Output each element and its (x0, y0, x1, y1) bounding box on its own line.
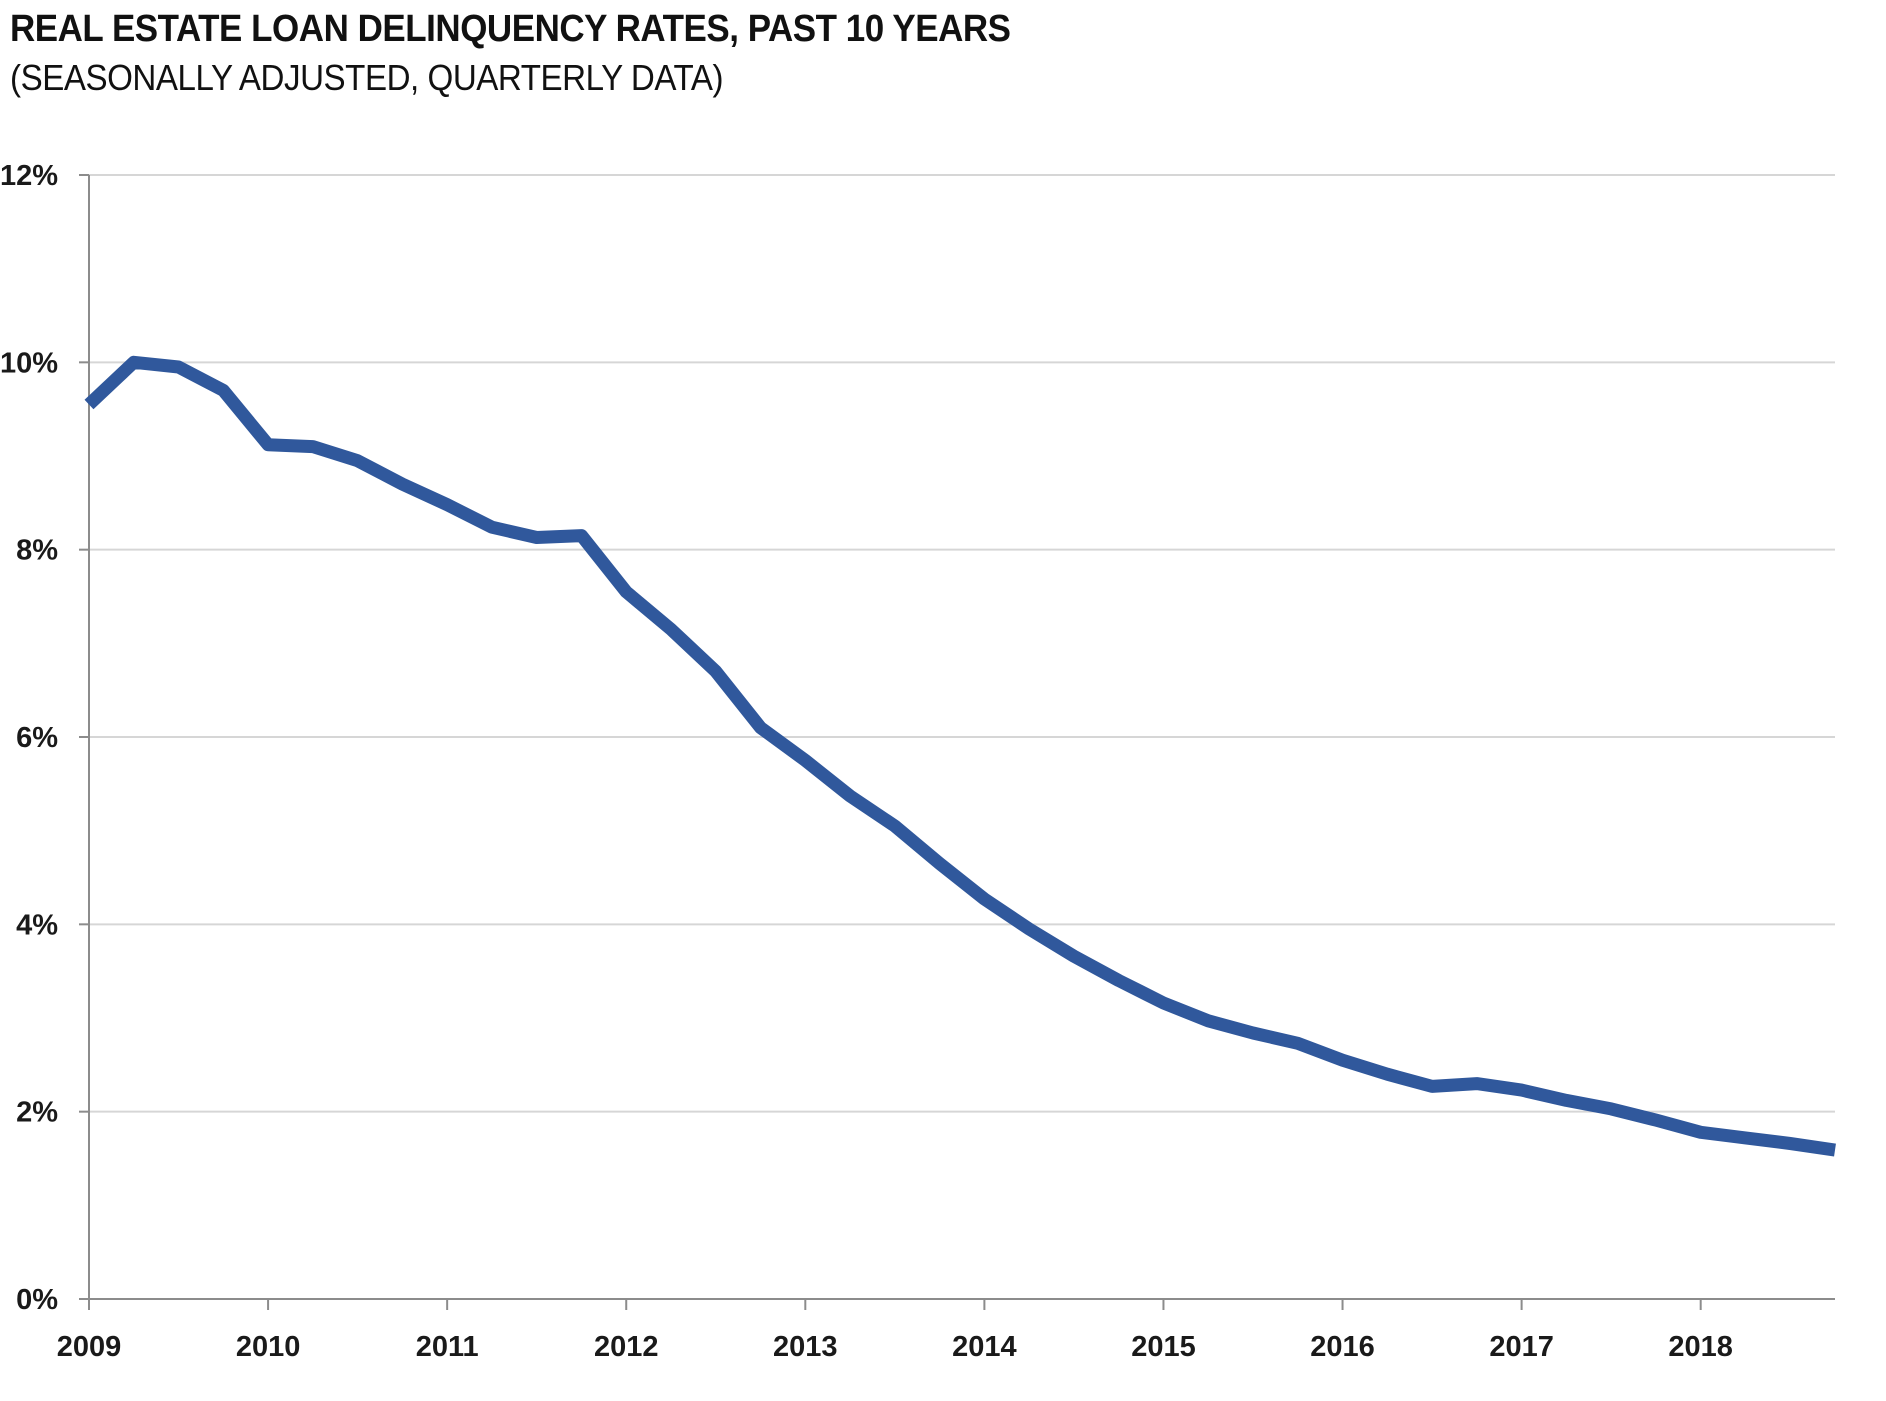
x-axis-tick-label: 2009 (57, 1331, 122, 1363)
y-axis-tick-label: 12% (0, 160, 58, 192)
x-axis-tick-label: 2010 (236, 1331, 301, 1363)
chart-subtitle: (SEASONALLY ADJUSTED, QUARTERLY DATA) (10, 57, 724, 98)
x-axis-tick-label: 2011 (416, 1331, 479, 1363)
x-axis-tick-label: 2015 (1131, 1331, 1196, 1363)
chart-title: REAL ESTATE LOAN DELINQUENCY RATES, PAST… (10, 8, 1011, 50)
y-axis-tick-label: 6% (16, 722, 58, 754)
x-axis-tick-label: 2016 (1310, 1331, 1375, 1363)
delinquency-rate-series-line (84, 355, 1836, 1157)
y-axis-tick-label: 10% (0, 347, 58, 379)
y-axis-tick-label: 8% (16, 535, 58, 567)
x-axis-tick-label: 2017 (1489, 1331, 1554, 1363)
x-axis-tick-label: 2014 (952, 1331, 1017, 1363)
y-axis-tick-label: 4% (16, 909, 58, 941)
x-axis-tick-label: 2013 (773, 1331, 838, 1363)
chart-header: REAL ESTATE LOAN DELINQUENCY RATES, PAST… (10, 4, 1098, 102)
y-axis-tick-label: 2% (16, 1097, 58, 1129)
x-axis-tick-label: 2018 (1668, 1331, 1733, 1363)
x-axis-tick-label: 2012 (594, 1331, 659, 1363)
y-axis-tick-label: 0% (16, 1284, 58, 1316)
